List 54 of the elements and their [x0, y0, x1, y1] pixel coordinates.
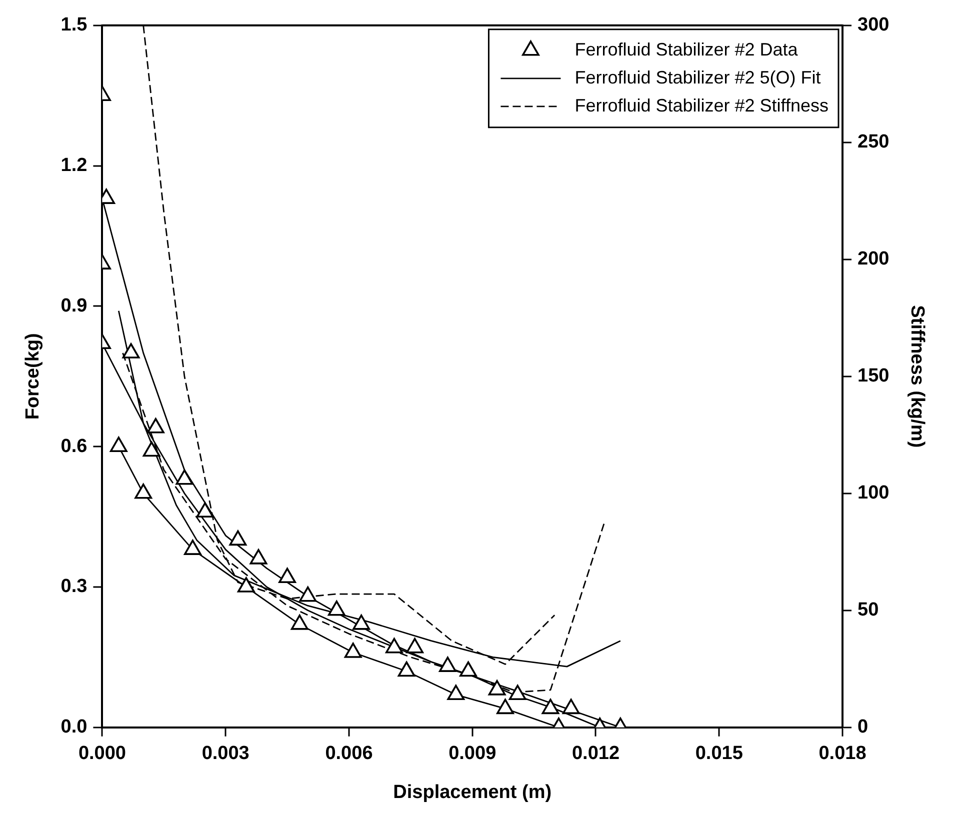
y2-tick-label: 150 [858, 366, 890, 387]
point [438, 656, 456, 672]
x-tick-label: 0.009 [448, 743, 496, 764]
y-tick-label: 0.0 [60, 716, 88, 738]
y2-tick-label: 250 [858, 132, 890, 153]
point [229, 530, 247, 546]
point [142, 441, 160, 457]
point [488, 680, 506, 696]
point [328, 600, 346, 616]
point [344, 642, 362, 658]
y-tick-label: 1.2 [60, 155, 88, 176]
legend-label: Ferrofluid Stabilizer #2 5(O) Fit [574, 67, 821, 88]
x-tick-label: 0.018 [818, 743, 866, 764]
point [290, 614, 308, 630]
point [352, 614, 370, 630]
point [196, 502, 214, 518]
point [398, 661, 416, 677]
point [508, 684, 526, 700]
point [146, 418, 164, 434]
point [299, 586, 317, 602]
y2-tick-label: 200 [858, 248, 890, 270]
y-tick-label: 0.6 [60, 436, 88, 457]
y2-tick-label: 0 [858, 716, 868, 738]
y-tick-label: 0.3 [60, 576, 88, 598]
point [496, 698, 514, 714]
point [110, 436, 128, 452]
y-axis-title: Force(kg) [22, 333, 44, 420]
x-tick-label: 0.003 [202, 743, 250, 764]
point [278, 568, 296, 584]
y2-tick-label: 50 [858, 600, 879, 621]
y-tick-label: 1.5 [60, 14, 88, 36]
point [250, 549, 268, 564]
point [184, 540, 202, 555]
point [447, 684, 465, 700]
legend-label: Ferrofluid Stabilizer #2 Stiffness [574, 95, 829, 116]
x-tick-label: 0.012 [572, 743, 620, 764]
point [134, 484, 152, 499]
x-tick-label: 0.015 [695, 743, 744, 764]
y2-tick-label: 100 [858, 482, 890, 504]
point [122, 343, 140, 358]
x-tick-label: 0.000 [78, 743, 126, 764]
point [386, 638, 403, 654]
x-tick-label: 0.006 [325, 743, 373, 764]
y2-axis-title: Stiffness (kg/m) [906, 305, 928, 448]
x-axis-title: Displacement (m) [393, 782, 552, 803]
point [562, 698, 580, 714]
point [460, 661, 477, 677]
point [542, 698, 560, 714]
y2-tick-label: 300 [858, 14, 890, 36]
point [237, 577, 255, 592]
y-tick-label: 0.9 [60, 295, 88, 316]
legend-label: Ferrofluid Stabilizer #2 Data [574, 39, 799, 60]
point [406, 638, 424, 654]
point [176, 469, 194, 485]
